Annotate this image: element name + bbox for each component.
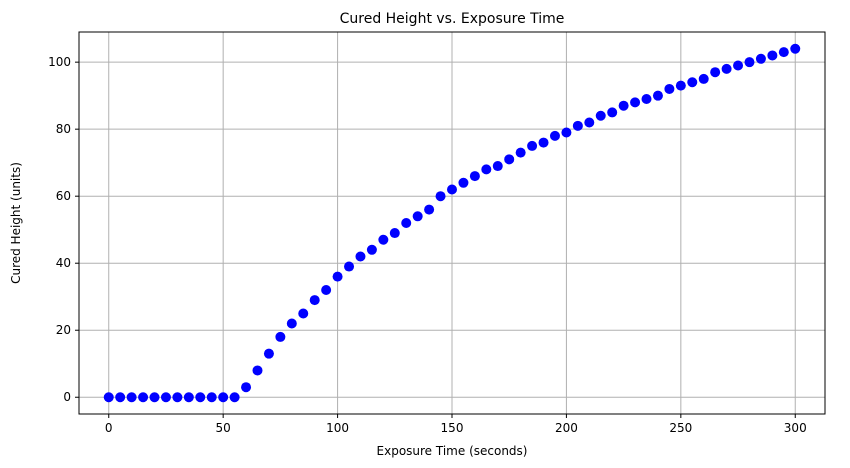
ticks-layer: 0 50 100 150 200 250 300 0 20 40 60 80 100 — [48, 55, 807, 435]
data-point — [549, 130, 560, 141]
data-point — [778, 47, 789, 58]
data-point — [572, 120, 583, 131]
data-point — [160, 392, 171, 403]
data-point — [504, 154, 515, 165]
data-point — [515, 147, 526, 158]
y-axis-title: Cured Height (units) — [9, 162, 23, 284]
data-point — [710, 67, 721, 78]
data-point — [755, 53, 766, 64]
data-point — [538, 137, 549, 148]
data-point — [652, 90, 663, 101]
data-point — [744, 57, 755, 68]
x-tick-label: 100 — [326, 421, 349, 435]
data-point — [435, 191, 446, 202]
chart-title: Cured Height vs. Exposure Time — [340, 11, 565, 27]
y-tick-label: 0 — [63, 390, 71, 404]
data-point — [366, 244, 377, 255]
data-point — [675, 80, 686, 91]
x-tick-label: 0 — [105, 421, 113, 435]
data-point — [241, 382, 252, 393]
data-point — [138, 392, 149, 403]
data-point — [298, 308, 309, 319]
data-point — [447, 184, 457, 195]
grid-layer — [79, 32, 825, 414]
data-point — [607, 107, 618, 118]
data-point — [183, 392, 194, 403]
data-point — [321, 285, 332, 296]
data-point — [115, 392, 126, 403]
data-point — [332, 271, 343, 282]
data-point — [309, 295, 320, 306]
data-point — [103, 392, 114, 403]
data-point — [412, 211, 423, 222]
data-point — [561, 127, 572, 138]
data-point — [378, 234, 389, 245]
data-point — [229, 392, 240, 403]
data-point — [733, 60, 744, 71]
data-point — [641, 94, 652, 105]
data-point — [527, 140, 538, 151]
x-tick-label: 200 — [555, 421, 578, 435]
data-point — [721, 63, 732, 74]
data-point — [355, 251, 366, 262]
x-tick-label: 150 — [441, 421, 464, 435]
data-point — [481, 164, 492, 175]
y-tick-label: 80 — [56, 122, 71, 136]
data-point — [790, 43, 801, 54]
x-tick-label: 300 — [784, 421, 807, 435]
data-point — [172, 392, 183, 403]
data-point — [584, 117, 595, 128]
data-point — [424, 204, 435, 215]
x-axis-title: Exposure Time (seconds) — [377, 444, 528, 458]
data-point — [698, 73, 709, 84]
data-point — [492, 161, 503, 172]
x-tick-label: 250 — [669, 421, 692, 435]
data-point — [126, 392, 137, 403]
data-point — [630, 97, 641, 108]
data-point — [595, 110, 606, 121]
data-point — [286, 318, 297, 329]
data-point — [389, 228, 400, 239]
data-point — [618, 100, 629, 111]
y-tick-label: 60 — [56, 189, 71, 203]
data-point — [458, 177, 469, 188]
data-point — [149, 392, 160, 403]
data-point — [767, 50, 778, 61]
data-point — [469, 171, 480, 182]
data-points-layer — [103, 43, 801, 403]
y-tick-label: 40 — [56, 256, 71, 270]
data-point — [401, 218, 412, 228]
data-point — [263, 348, 274, 359]
data-point — [275, 331, 286, 342]
data-point — [218, 392, 229, 403]
data-point — [344, 261, 355, 272]
data-point — [687, 77, 698, 88]
data-point — [252, 365, 263, 376]
y-tick-label: 20 — [56, 323, 71, 337]
x-tick-label: 50 — [216, 421, 231, 435]
data-point — [195, 392, 206, 403]
y-tick-label: 100 — [48, 55, 71, 69]
data-point — [206, 392, 217, 403]
data-point — [664, 83, 675, 94]
